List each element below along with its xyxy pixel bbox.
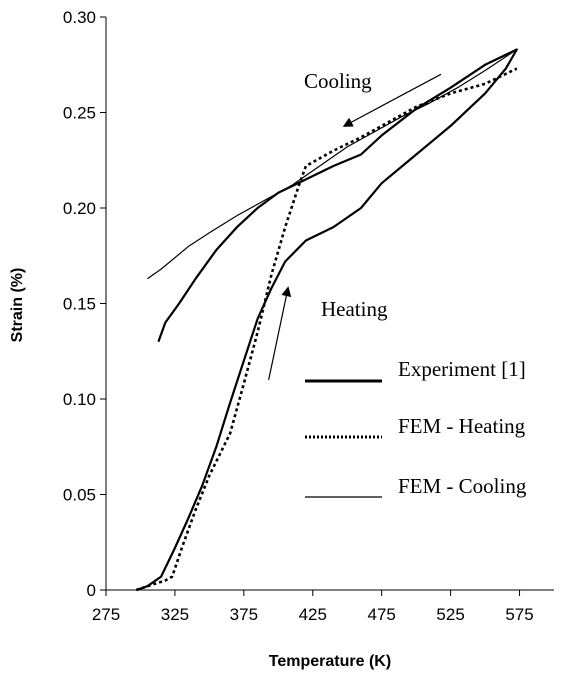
x-tick-label: 525 bbox=[436, 605, 464, 624]
x-tick-label: 375 bbox=[230, 605, 258, 624]
legend-label-fem-heating: FEM - Heating bbox=[398, 414, 526, 438]
y-tick-label: 0.20 bbox=[63, 199, 96, 218]
series-line-1 bbox=[135, 67, 518, 592]
y-tick-label: 0.25 bbox=[63, 104, 96, 123]
x-tick-label: 425 bbox=[299, 605, 327, 624]
data-series bbox=[135, 48, 518, 592]
x-axis-ticks: 275 325 375 425 475 525 575 bbox=[92, 590, 534, 624]
y-tick-label: 0.15 bbox=[63, 295, 96, 314]
y-axis-title: Strain (%) bbox=[9, 268, 26, 343]
series-line-0 bbox=[135, 48, 518, 592]
series-line-2 bbox=[147, 48, 518, 280]
y-tick-label: 0.10 bbox=[63, 390, 96, 409]
plot-area: 0 0.05 0.10 0.15 0.20 0.25 0.30 275 325 375 425 47… bbox=[63, 8, 554, 624]
annotation-arrows bbox=[268, 73, 442, 381]
y-tick-label: 0.30 bbox=[63, 8, 96, 27]
arrow-cooling bbox=[342, 73, 442, 127]
x-tick-label: 325 bbox=[161, 605, 189, 624]
arrow-heating bbox=[268, 286, 292, 381]
annotation-cooling: Cooling bbox=[304, 69, 372, 93]
x-tick-label: 575 bbox=[505, 605, 533, 624]
legend: Experiment [1] FEM - Heating FEM - Cooli… bbox=[305, 357, 527, 498]
y-tick-label: 0.05 bbox=[63, 486, 96, 505]
annotation-heating: Heating bbox=[321, 297, 388, 321]
x-tick-label: 275 bbox=[92, 605, 120, 624]
y-tick-label: 0 bbox=[87, 581, 96, 600]
y-axis-ticks: 0 0.05 0.10 0.15 0.20 0.25 0.30 bbox=[63, 8, 106, 600]
x-axis-title: Temperature (K) bbox=[269, 653, 391, 670]
x-tick-label: 475 bbox=[368, 605, 396, 624]
legend-label-experiment: Experiment [1] bbox=[398, 357, 526, 381]
legend-label-fem-cooling: FEM - Cooling bbox=[398, 474, 527, 498]
